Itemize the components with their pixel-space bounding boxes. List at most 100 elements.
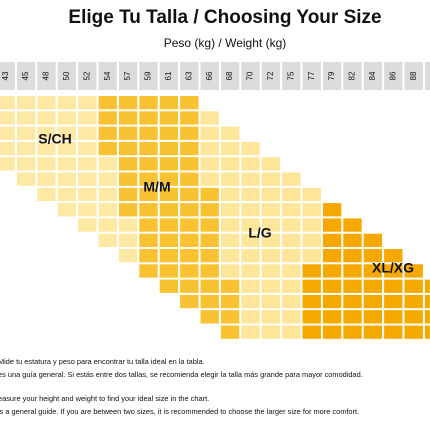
size-cell <box>37 141 56 156</box>
size-cell <box>118 111 138 125</box>
size-cell <box>282 294 301 309</box>
size-label: XL/XG <box>372 260 414 276</box>
size-cell <box>282 325 301 339</box>
size-cell <box>98 187 117 202</box>
header-cell <box>159 62 179 90</box>
size-cell <box>37 172 56 186</box>
weight-label: 54 <box>103 71 112 80</box>
weight-label: 82 <box>348 71 357 80</box>
size-cell <box>139 96 158 110</box>
size-cell <box>159 233 179 247</box>
size-cell <box>220 126 240 140</box>
size-cell <box>180 111 199 125</box>
size-cell <box>78 157 97 171</box>
size-cell <box>343 310 362 324</box>
size-cell <box>180 187 199 202</box>
size-cell <box>384 264 403 278</box>
size-cell <box>118 233 138 247</box>
size-cell <box>241 249 260 263</box>
size-cell <box>302 233 321 247</box>
size-cell <box>302 294 321 309</box>
header-cell <box>139 62 158 90</box>
weight-label: 75 <box>286 71 295 80</box>
size-cell <box>282 172 301 186</box>
size-cell <box>241 172 260 186</box>
size-cell <box>261 310 281 324</box>
size-cell <box>241 218 260 232</box>
header-cell <box>424 62 430 90</box>
size-cell <box>98 218 117 232</box>
grid <box>0 62 430 339</box>
size-cell <box>322 203 342 217</box>
size-cell <box>363 310 383 324</box>
size-cell <box>424 310 430 324</box>
size-cell <box>118 218 138 232</box>
note: Mide tu estatura y peso para encontrar t… <box>0 357 205 366</box>
size-cell <box>200 126 219 140</box>
size-cell <box>118 249 138 263</box>
size-cell <box>322 310 342 324</box>
size-cell <box>180 294 199 309</box>
size-cell <box>159 249 179 263</box>
weight-label: 59 <box>144 71 153 80</box>
size-cell <box>302 187 321 202</box>
size-cell <box>159 96 179 110</box>
header-cell <box>241 62 260 90</box>
size-cell <box>241 294 260 309</box>
size-cell <box>98 172 117 186</box>
size-cell <box>282 310 301 324</box>
size-cell <box>200 111 219 125</box>
header-cell <box>98 62 117 90</box>
size-cell <box>384 279 403 293</box>
size-cell <box>261 218 281 232</box>
size-cell <box>200 218 219 232</box>
size-cell <box>57 157 77 171</box>
size-cell <box>322 264 342 278</box>
header-cell <box>282 62 301 90</box>
size-cell <box>404 279 423 293</box>
size-cell <box>200 279 219 293</box>
size-cell <box>384 325 403 339</box>
size-cell <box>363 264 383 278</box>
size-cell <box>282 264 301 278</box>
size-cell <box>343 264 362 278</box>
size-cell <box>343 325 362 339</box>
size-cell <box>241 157 260 171</box>
size-cell <box>98 233 117 247</box>
size-cell <box>282 249 301 263</box>
size-cell <box>261 279 281 293</box>
size-cell <box>139 187 158 202</box>
size-cell <box>302 264 321 278</box>
size-cell <box>180 203 199 217</box>
size-cell <box>322 233 342 247</box>
header-cell <box>384 62 403 90</box>
size-cell <box>200 172 219 186</box>
weight-label: 70 <box>246 71 255 80</box>
size-cell <box>220 141 240 156</box>
size-cell <box>404 325 423 339</box>
size-cell <box>363 233 383 247</box>
size-cell <box>261 187 281 202</box>
size-cell <box>220 325 240 339</box>
size-cell <box>37 187 56 202</box>
header-cell <box>37 62 56 90</box>
size-cell <box>118 141 138 156</box>
size-cell <box>180 279 199 293</box>
size-cell <box>241 279 260 293</box>
size-cell <box>200 264 219 278</box>
size-cell <box>384 310 403 324</box>
weight-label: 72 <box>266 71 275 80</box>
size-cell <box>98 111 117 125</box>
size-cell <box>241 325 260 339</box>
size-cell <box>220 172 240 186</box>
size-cell <box>0 96 15 110</box>
size-cell <box>200 294 219 309</box>
size-cell <box>404 264 423 278</box>
weight-label: 86 <box>388 71 397 80</box>
size-cell <box>220 294 240 309</box>
size-cell <box>241 187 260 202</box>
size-cell <box>37 96 56 110</box>
weight-label: 48 <box>42 71 51 80</box>
